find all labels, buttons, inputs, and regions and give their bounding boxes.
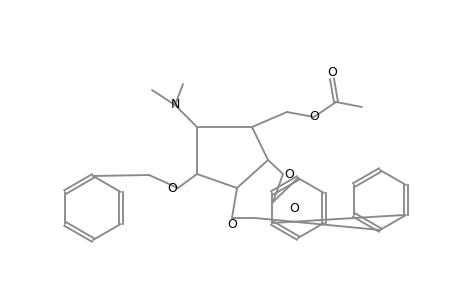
Text: O: O [284,167,293,181]
Text: O: O [308,110,318,124]
Text: O: O [326,67,336,80]
Text: O: O [288,202,298,214]
Text: N: N [170,98,179,112]
Text: O: O [227,218,236,232]
Text: O: O [167,182,177,194]
